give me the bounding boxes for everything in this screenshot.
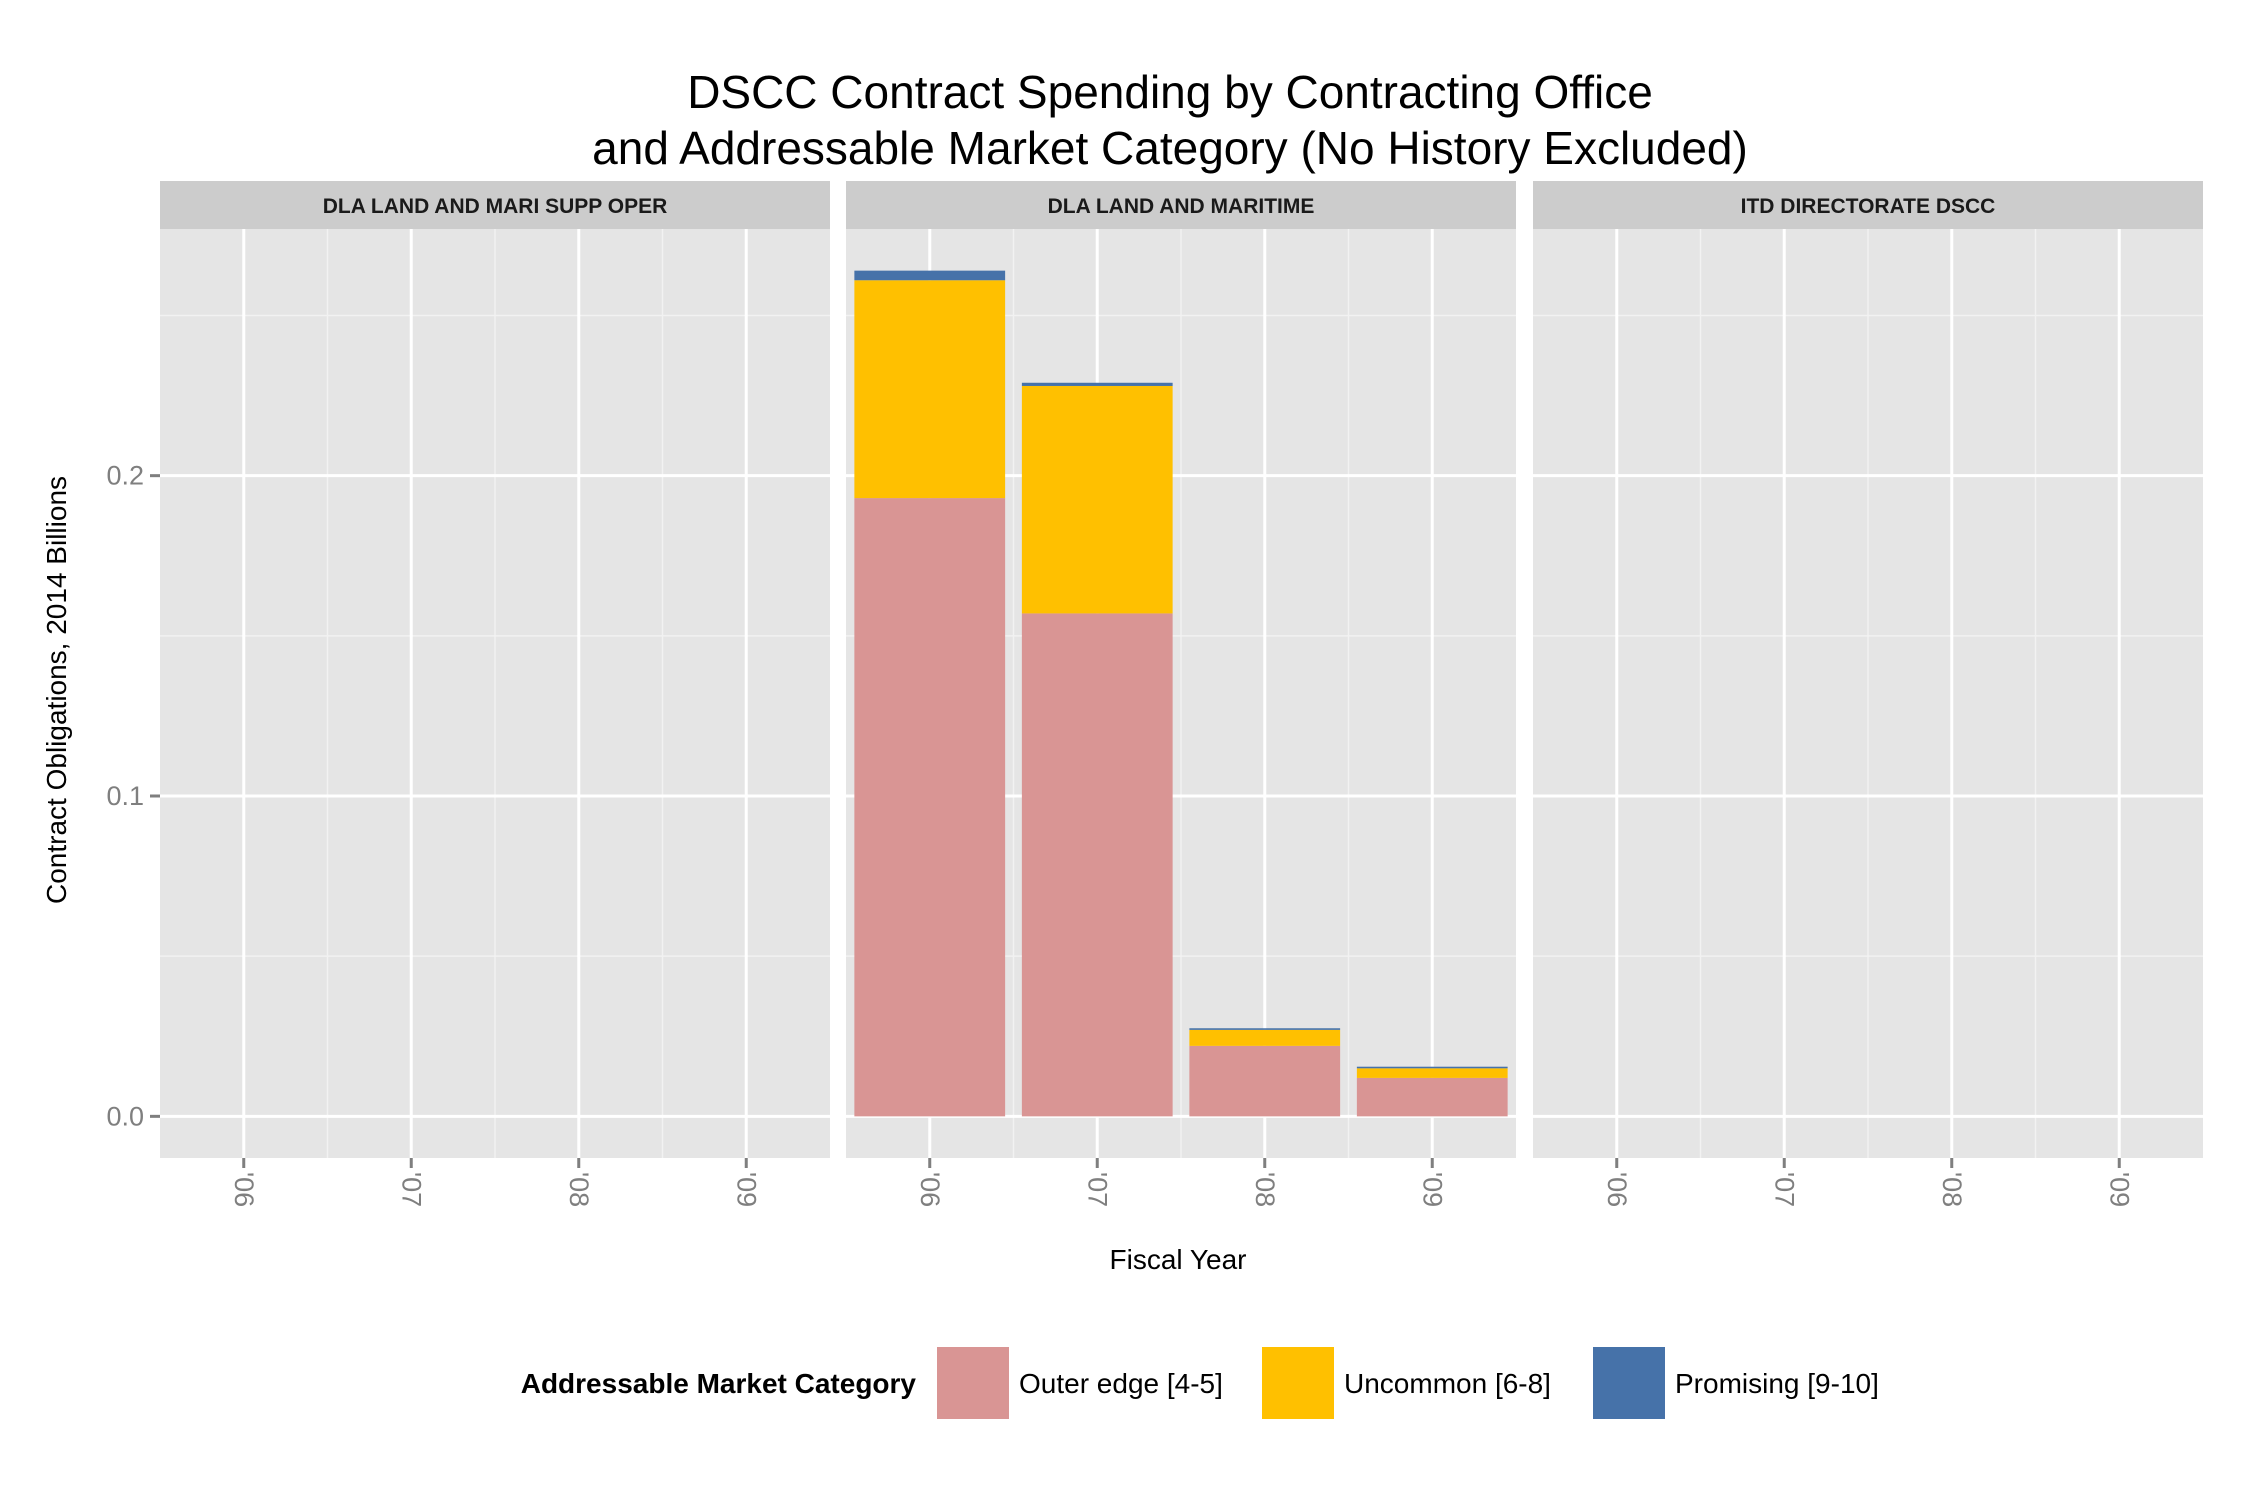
bar-segment [1021,385,1173,614]
bar-segment [1356,1077,1508,1117]
facet-strip-label: ITD DIRECTORATE DSCC [1741,195,1996,218]
legend-key [1262,1347,1334,1419]
x-tick-label: '07 [1769,1172,1799,1207]
y-tick-label: 0.1 [106,781,144,811]
bar-segment [1021,382,1173,386]
facet-strip [160,181,830,229]
x-tick-label: '08 [1250,1172,1280,1207]
x-tick-label: '07 [396,1172,426,1207]
legend-key [937,1347,1009,1419]
bar-segment [1356,1068,1508,1078]
legend-label: Promising [9-10] [1675,1368,1879,1399]
facet-strip [1533,181,2203,229]
bar-segment [1189,1045,1341,1117]
facet-panel-3: ITD DIRECTORATE DSCC '06 '07 '08 '09 [1533,181,2203,1207]
facet-strip-label: DLA LAND AND MARITIME [1048,195,1315,218]
y-tick-label: 0.0 [106,1101,144,1131]
x-tick-label: '07 [1082,1172,1112,1207]
bar-segment [1189,1028,1341,1030]
facet-panel-1: DLA LAND AND MARI SUPP OPER '06 '07 '08 '09 0… [106,181,830,1207]
x-tick-label: '06 [915,1172,945,1207]
bar-segment [854,270,1006,281]
x-axis-title: Fiscal Year [1110,1244,1247,1275]
x-tick-label: '06 [1602,1172,1632,1207]
facet-panel-2: DLA LAND AND MARITIME '06 '07 '08 '09 [846,181,1516,1207]
chart-title-line2: and Addressable Market Category (No Hist… [592,122,1748,174]
bar-segment [1021,613,1173,1117]
x-tick-label: '06 [229,1172,259,1207]
x-tick-label: '09 [1417,1172,1447,1207]
facet-strip [846,181,1516,229]
legend-key [1593,1347,1665,1419]
chart-title-line1: DSCC Contract Spending by Contracting Of… [687,66,1653,118]
y-axis-title: Contract Obligations, 2014 Billions [41,476,72,904]
x-tick-label: '09 [731,1172,761,1207]
bar-segment [854,498,1006,1117]
legend-label: Outer edge [4-5] [1019,1368,1223,1399]
y-tick-label: 0.2 [106,461,144,491]
x-tick-label: '09 [2104,1172,2134,1207]
bar-segment [854,280,1006,499]
x-tick-label: '08 [564,1172,594,1207]
bar-segment [1356,1066,1508,1069]
legend: Addressable Market Category Outer edge [… [521,1347,1879,1419]
facet-strip-label: DLA LAND AND MARI SUPP OPER [323,195,668,218]
legend-label: Uncommon [6-8] [1344,1368,1551,1399]
legend-title: Addressable Market Category [521,1368,917,1399]
x-tick-label: '08 [1937,1172,1967,1207]
bar-segment [1189,1029,1341,1046]
facet-panels: DLA LAND AND MARI SUPP OPER '06 '07 '08 '09 0… [106,181,2203,1207]
